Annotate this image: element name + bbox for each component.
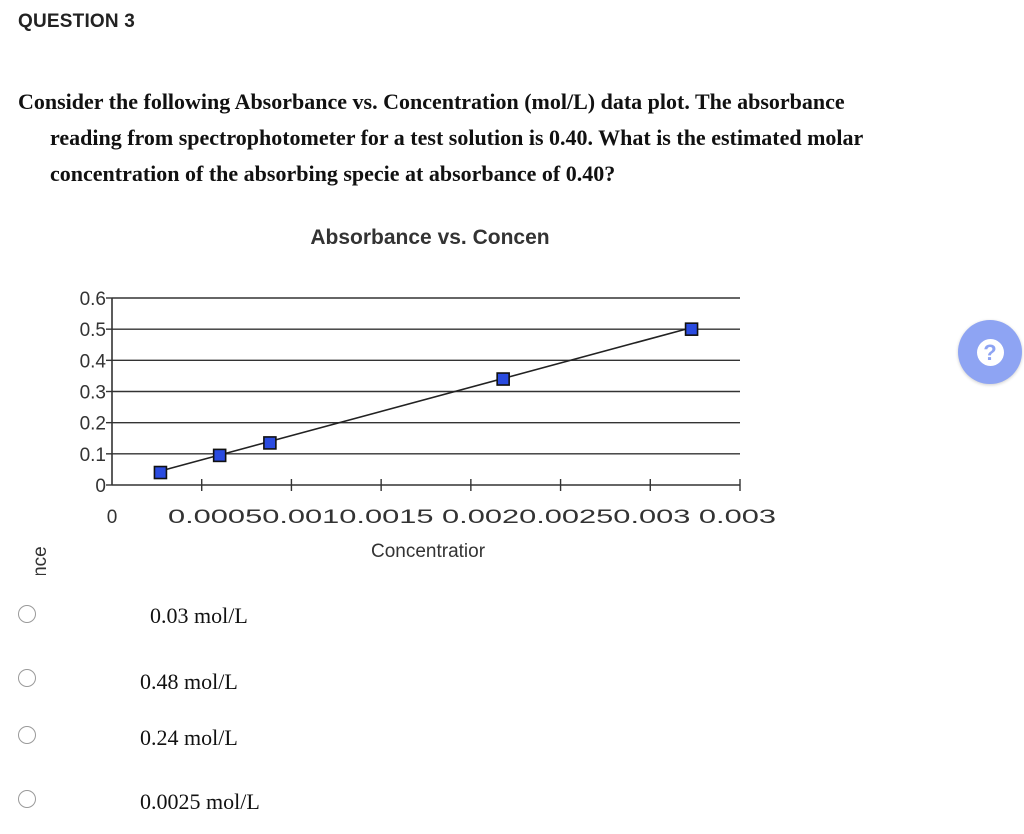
- grid-lines: [112, 297, 740, 455]
- prompt-line: reading from spectrophotometer for a tes…: [50, 125, 864, 150]
- answer-option[interactable]: [18, 661, 36, 695]
- question-mark-icon: ?: [976, 338, 1004, 366]
- x-tick-label: 0.002: [442, 507, 519, 528]
- option-label: 0.03 mol/L: [150, 603, 248, 628]
- x-tick-label: 0.0015: [339, 507, 442, 528]
- option-label: 0.0025 mol/L: [140, 789, 260, 814]
- axes: [106, 297, 741, 491]
- question-prompt: Consider the following Absorbance vs. Co…: [18, 84, 993, 192]
- tick-labels: 0 0.1 0.2 0.3 0.4 0.5 0.6 0 0.0005 0.001 0.0015 0.…: [80, 289, 776, 528]
- x-tick-label: 0.0025: [519, 507, 613, 528]
- radio-button[interactable]: [18, 605, 36, 623]
- absorbance-chart: Absorbance vs. Concen Absorbance Concent…: [30, 226, 776, 575]
- radio-button[interactable]: [18, 669, 36, 687]
- y-tick-label: 0.4: [80, 351, 107, 372]
- trendline: [160, 326, 692, 472]
- x-axis-label: Concentratior: [371, 541, 486, 562]
- y-tick-label: 0.6: [80, 289, 106, 310]
- y-axis-label: Absorbance: [30, 546, 51, 575]
- data-point: [684, 322, 699, 336]
- answer-option[interactable]: [18, 782, 36, 816]
- radio-button[interactable]: [18, 726, 36, 744]
- data-point: [496, 372, 510, 386]
- y-tick-label: 0.2: [80, 414, 106, 435]
- data-point: [153, 465, 168, 480]
- x-tick-label: 0.003: [613, 507, 699, 528]
- x-tick-label: 0.0005: [168, 507, 262, 528]
- y-tick-label: 0.1: [80, 445, 106, 466]
- y-tick-label: 0: [95, 476, 106, 497]
- answer-option[interactable]: [18, 718, 36, 752]
- radio-button[interactable]: [18, 790, 36, 808]
- data-point: [263, 436, 277, 450]
- x-tick-label: 0: [107, 507, 118, 528]
- question-title: QUESTION 3: [18, 11, 136, 32]
- data-point: [212, 448, 227, 463]
- data-series: [153, 322, 699, 480]
- help-button[interactable]: ?: [958, 320, 1022, 384]
- x-tick-label: 0.003: [699, 507, 776, 528]
- x-tick-label: 0.0005 0.001 0.0015 0.002 0.0025 0.003 0.003: [168, 507, 776, 528]
- y-tick-label: 0.3: [80, 383, 106, 404]
- answer-option[interactable]: [18, 597, 36, 631]
- chart-title: Absorbance vs. Concen: [310, 226, 549, 249]
- y-tick-label: 0.5: [80, 320, 106, 341]
- prompt-line: concentration of the absorbing specie at…: [50, 161, 616, 186]
- option-label: 0.48 mol/L: [140, 669, 238, 694]
- x-tick-label: 0.001: [262, 507, 339, 528]
- prompt-line: Consider the following Absorbance vs. Co…: [18, 89, 845, 114]
- option-label: 0.24 mol/L: [140, 725, 238, 750]
